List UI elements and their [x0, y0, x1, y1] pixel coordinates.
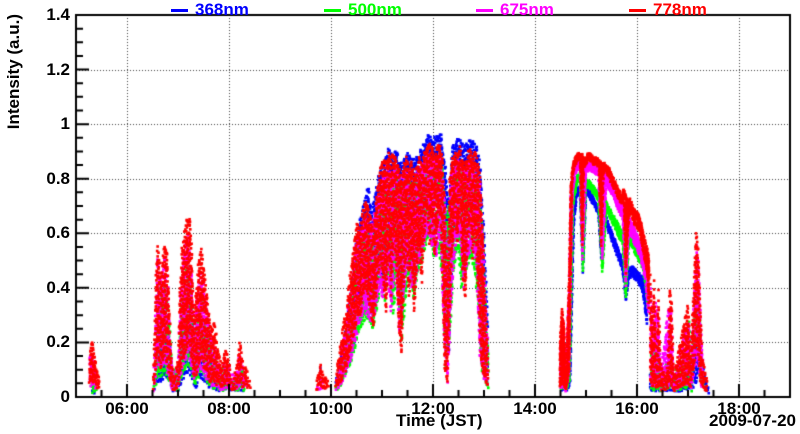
- x-tick-label-1200: 12:00: [411, 399, 455, 418]
- y-tick-label-0.6: 0.6: [46, 223, 70, 243]
- y-tick-label-0: 0: [60, 387, 70, 406]
- legend-label-500nm: 500nm: [348, 0, 402, 19]
- legend-item-778nm: 778nm: [629, 1, 707, 19]
- x-tick-label-1600: 16:00: [615, 399, 659, 418]
- y-tick-label-1.4: 1.4: [46, 5, 70, 24]
- legend-dash-368nm-icon: [171, 8, 188, 12]
- y-tick-label-1.2: 1.2: [46, 59, 70, 79]
- legend-label-368nm: 368nm: [195, 0, 249, 19]
- x-tick-label-1800: 18:00: [717, 399, 761, 418]
- legend-dash-500nm-icon: [324, 8, 341, 12]
- y-tick-label-1: 1: [60, 114, 70, 134]
- y-tick-label-0.2: 0.2: [46, 332, 70, 352]
- x-tick-label-0800: 08:00: [207, 399, 251, 418]
- date-label: 2009-07-20: [709, 411, 796, 430]
- y-axis-title: Intensity (a.u.): [4, 14, 23, 130]
- legend-dash-675nm-icon: [476, 8, 493, 12]
- x-tick-label-1000: 10:00: [309, 399, 353, 418]
- legend-item-500nm: 500nm: [324, 1, 402, 19]
- legend-item-368nm: 368nm: [171, 1, 249, 19]
- x-tick-label-0600: 06:00: [105, 399, 149, 418]
- legend-label-778nm: 778nm: [653, 0, 707, 19]
- x-axis-title: Time (JST): [396, 411, 483, 430]
- x-tick-label-1400: 14:00: [513, 399, 557, 418]
- y-tick-label-0.4: 0.4: [46, 277, 70, 297]
- legend-label-675nm: 675nm: [500, 0, 554, 19]
- legend-dash-778nm-icon: [629, 8, 646, 12]
- legend-item-675nm: 675nm: [476, 1, 554, 19]
- y-tick-label-0.8: 0.8: [46, 168, 70, 188]
